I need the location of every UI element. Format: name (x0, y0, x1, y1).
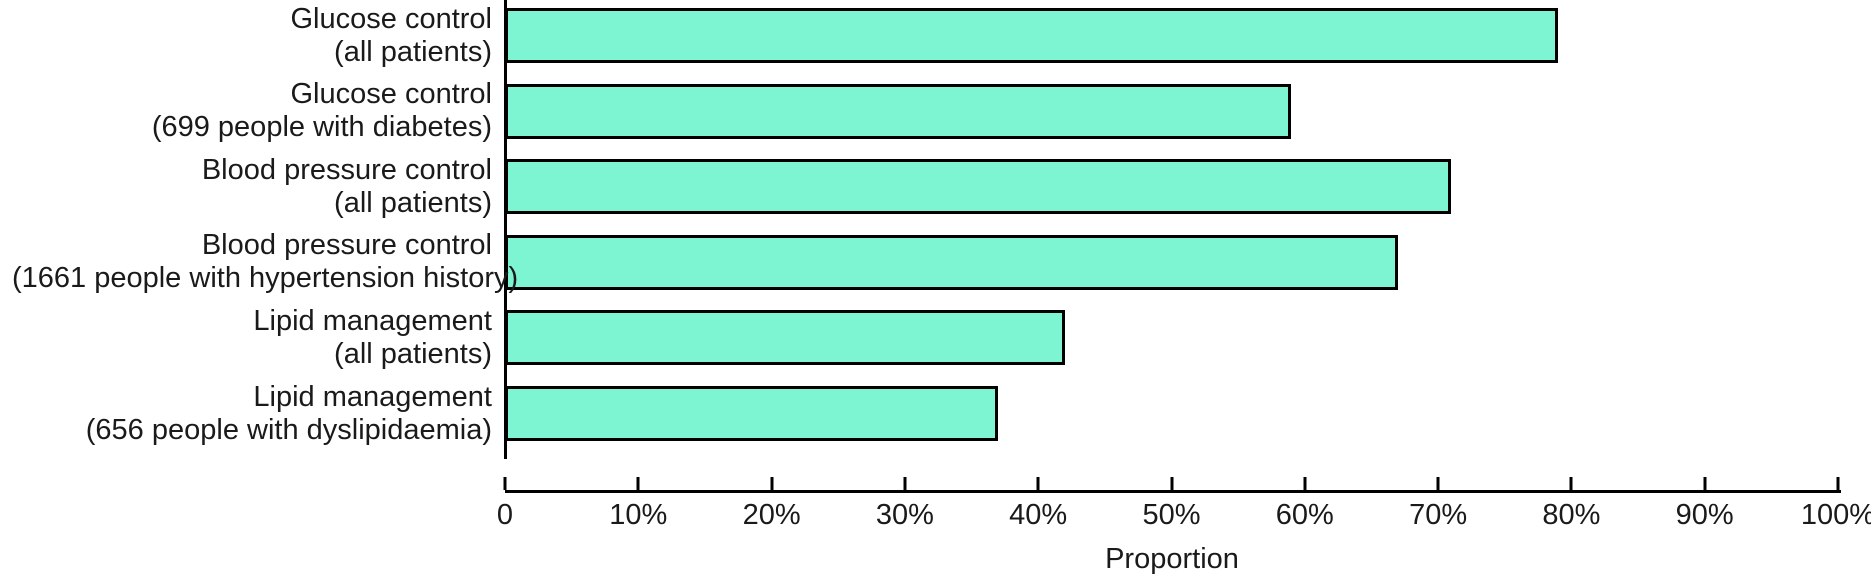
category-label: Blood pressure control (1661 people with … (12, 229, 519, 295)
x-tick (1569, 477, 1573, 490)
category-label: Glucose control (all patients) (12, 2, 493, 69)
bar (505, 159, 1452, 215)
x-tick-label: 100% (1800, 499, 1871, 531)
x-tick-label: 90% (1675, 499, 1734, 531)
bar (505, 8, 1559, 63)
category-label: Lipid management (656 people with dyslipi… (12, 381, 492, 447)
category-label: Blood pressure control (all patients) (12, 154, 492, 220)
x-tick (903, 477, 907, 490)
category-label-line: (1661 people with hypertension history) (12, 262, 519, 295)
category-label-line: (699 people with diabetes) (151, 111, 492, 144)
x-tick-label: 10% (609, 499, 668, 531)
category-label-line: Lipid management (253, 304, 492, 337)
x-axis-line (505, 490, 1841, 493)
x-tick (1170, 477, 1173, 490)
x-tick (1303, 477, 1307, 490)
x-tick (1703, 477, 1707, 490)
category-label-line: Lipid management (253, 380, 492, 413)
category-label: Glucose control (699 people with diabetes… (12, 78, 492, 144)
category-label-line: (all patients) (334, 337, 492, 370)
bar (505, 83, 1292, 139)
x-tick (503, 477, 507, 490)
x-tick (636, 477, 640, 490)
category-label-line: Blood pressure control (201, 153, 492, 186)
x-tick-label: 0 (496, 499, 514, 531)
category-label-line: (656 people with dyslipidaemia) (85, 413, 492, 446)
x-axis-title: Proportion (1105, 543, 1239, 575)
category-label-line: Glucose control (290, 2, 493, 35)
x-tick-label: 70% (1409, 499, 1468, 531)
x-tick-label: 20% (742, 499, 801, 531)
y-axis-spine (504, 0, 507, 459)
category-label: Lipid management (all patients) (12, 305, 492, 371)
bar (505, 234, 1399, 290)
x-tick (770, 477, 774, 490)
bar (505, 386, 999, 441)
x-tick (1836, 477, 1840, 490)
x-tick-label: 50% (1142, 499, 1201, 531)
x-tick-label: 80% (1542, 499, 1601, 531)
x-tick (1036, 477, 1040, 490)
x-tick (1436, 477, 1440, 490)
x-tick-label: 60% (1275, 499, 1334, 531)
bar (505, 310, 1065, 366)
x-tick-label: 40% (1009, 499, 1068, 531)
category-label-line: (all patients) (334, 186, 492, 219)
x-tick-label: 30% (875, 499, 934, 531)
category-label-line: (all patients) (334, 35, 492, 68)
category-label-line: Blood pressure control (201, 229, 492, 262)
category-label-line: Glucose control (290, 78, 493, 111)
